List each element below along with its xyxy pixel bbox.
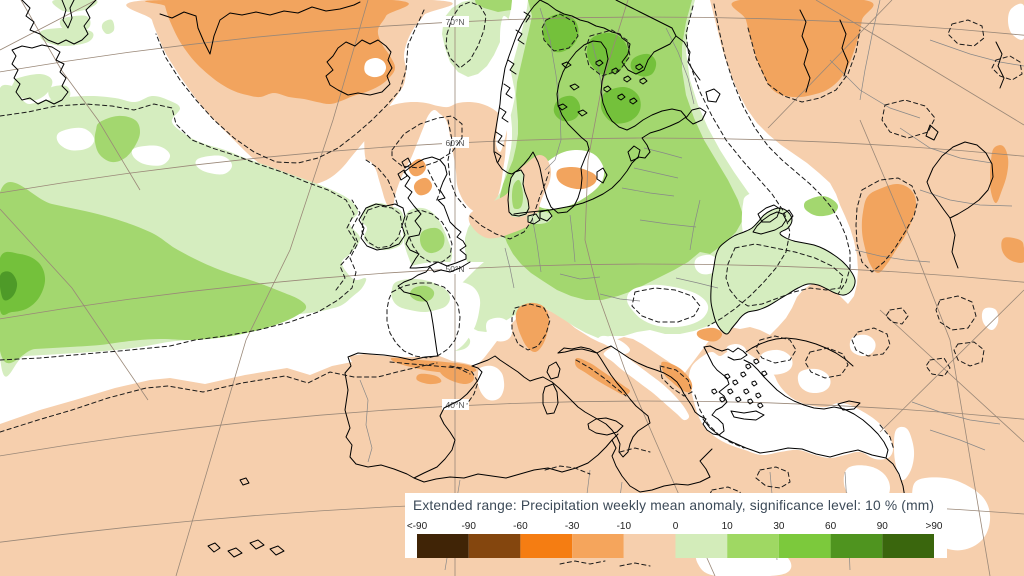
svg-text:10: 10: [722, 521, 734, 532]
svg-text:Extended range: Precipitation: Extended range: Precipitation weekly mea…: [413, 498, 934, 513]
svg-text:40°N: 40°N: [446, 400, 465, 410]
svg-text:-30: -30: [565, 521, 580, 532]
svg-text:-10: -10: [617, 521, 632, 532]
svg-text:70°N: 70°N: [446, 17, 465, 27]
svg-text:50°N: 50°N: [446, 264, 465, 274]
svg-text:60: 60: [825, 521, 837, 532]
svg-text:90: 90: [877, 521, 889, 532]
svg-text:30: 30: [773, 521, 785, 532]
svg-text:<-90: <-90: [407, 521, 428, 532]
svg-text:>90: >90: [926, 521, 943, 532]
svg-text:0: 0: [673, 521, 679, 532]
svg-text:60°N: 60°N: [446, 138, 465, 148]
svg-text:-60: -60: [513, 521, 528, 532]
svg-text:-90: -90: [461, 521, 476, 532]
